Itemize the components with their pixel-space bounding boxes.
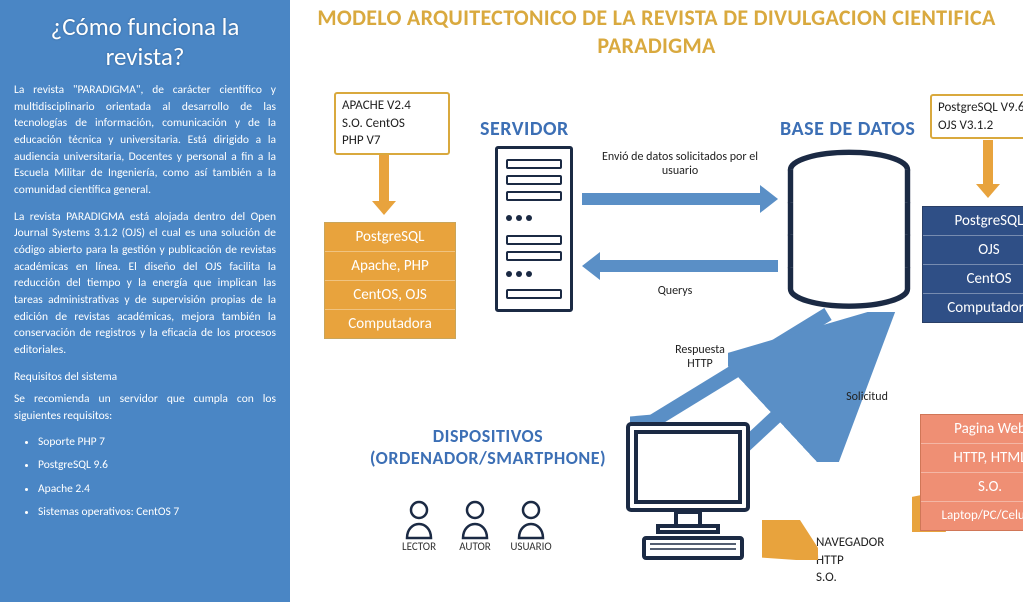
arrow-annotation: Querys: [620, 284, 730, 298]
browser-note: NAVEGADOR HTTP S.O.: [816, 534, 916, 587]
stack-row: CentOS, OJS: [325, 280, 455, 309]
stack-row: PostgreSQL: [923, 207, 1023, 235]
arrow-right-icon: [582, 185, 778, 213]
note-line: PostgreSQL V9.6: [938, 99, 1023, 117]
devices-label-2: (ORDENADOR/SMARTPHONE): [368, 447, 608, 469]
stack-row: Computadora: [923, 293, 1023, 322]
arrow-down-icon: [976, 140, 1000, 198]
note-line: HTTP: [816, 552, 916, 570]
user-figure: LECTOR: [398, 500, 440, 553]
arrow-left-icon: [582, 252, 778, 280]
sidebar-req-list: Soporte PHP 7 PostgreSQL 9.6 Apache 2.4 …: [14, 431, 276, 525]
devices-label: DISPOSITIVOS (ORDENADOR/SMARTPHONE): [368, 425, 608, 469]
user-label: LECTOR: [398, 540, 440, 553]
arrow-down-icon: [372, 155, 396, 215]
stack-row: Computadora: [325, 309, 455, 338]
list-item: PostgreSQL 9.6: [38, 454, 276, 478]
stack-row: OJS: [923, 235, 1023, 264]
arrow-annotation: Solicitud: [832, 390, 902, 404]
sidebar-para-2: La revista PARADIGMA está alojada dentro…: [14, 209, 276, 359]
monitor-icon: [618, 418, 768, 568]
stack-row: HTTP, HTML: [921, 443, 1023, 472]
note-line: APACHE V2.4: [342, 97, 442, 115]
database-icon: [784, 148, 914, 311]
db-note: PostgreSQL V9.6 OJS V3.1.2: [930, 94, 1023, 139]
sidebar-title: ¿Cómo funciona la revista?: [14, 12, 276, 72]
server-note: APACHE V2.4 S.O. CentOS PHP V7: [334, 92, 450, 155]
stack-row: Laptop/PC/Celular: [921, 501, 1023, 530]
user-label: USUARIO: [510, 540, 552, 553]
note-line: OJS V3.1.2: [938, 117, 1023, 135]
db-label: BASE DE DATOS: [780, 117, 915, 141]
devices-label-1: DISPOSITIVOS: [368, 425, 608, 447]
note-line: S.O.: [816, 569, 916, 587]
list-item: Sistemas operativos: CentOS 7: [38, 501, 276, 525]
stack-row: S.O.: [921, 472, 1023, 501]
note-line: PHP V7: [342, 132, 442, 150]
diagram-title: MODELO ARQUITECTONICO DE LA REVISTA DE D…: [290, 4, 1023, 59]
user-figure: AUTOR: [454, 500, 496, 553]
arrow-diag-icon: [762, 520, 818, 560]
user-label: AUTOR: [454, 540, 496, 553]
stack-row: Apache, PHP: [325, 251, 455, 280]
stack-row: CentOS: [923, 264, 1023, 293]
sidebar-req-intro: Se recomienda un servidor que cumpla con…: [14, 391, 276, 424]
server-stack: PostgreSQL Apache, PHP CentOS, OJS Compu…: [324, 222, 456, 339]
server-icon: [495, 146, 573, 312]
server-label: SERVIDOR: [480, 117, 569, 141]
user-figure: USUARIO: [510, 500, 552, 553]
sidebar-panel: ¿Cómo funciona la revista? La revista "P…: [0, 0, 290, 602]
arrow-annotation: Envió de datos solicitados por el usuari…: [590, 150, 770, 179]
device-stack: Pagina Web HTTP, HTML S.O. Laptop/PC/Cel…: [920, 414, 1023, 531]
note-line: NAVEGADOR: [816, 534, 916, 552]
sidebar-para-1: La revista "PARADIGMA", de carácter cien…: [14, 82, 276, 199]
diagram-canvas: MODELO ARQUITECTONICO DE LA REVISTA DE D…: [290, 0, 1023, 602]
list-item: Soporte PHP 7: [38, 431, 276, 455]
stack-row: PostgreSQL: [325, 223, 455, 251]
stack-row: Pagina Web: [921, 415, 1023, 443]
sidebar-req-title: Requisitos del sistema: [14, 369, 276, 386]
note-line: S.O. CentOS: [342, 115, 442, 133]
annot-line: Respuesta: [675, 343, 725, 357]
annot-line: HTTP: [687, 357, 713, 371]
db-stack: PostgreSQL OJS CentOS Computadora: [922, 206, 1023, 323]
list-item: Apache 2.4: [38, 478, 276, 502]
